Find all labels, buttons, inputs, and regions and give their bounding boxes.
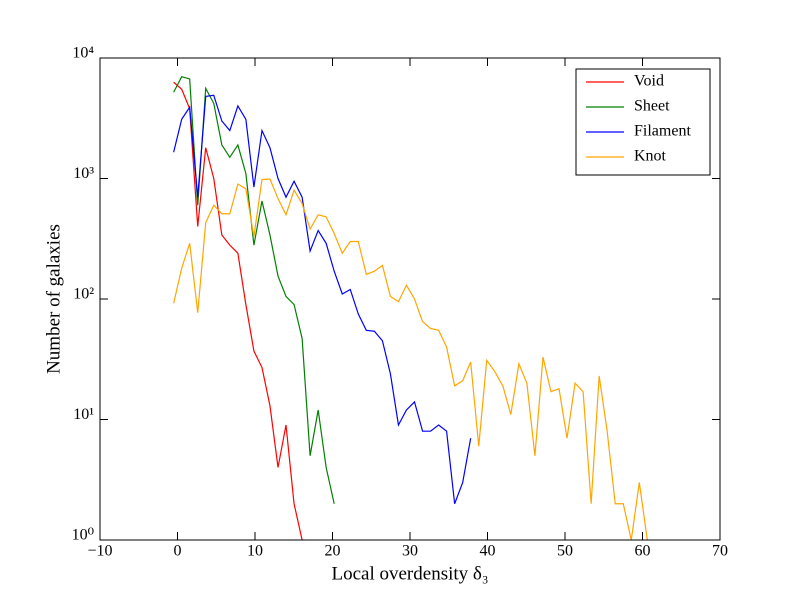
x-tick-label: 30: [402, 543, 418, 560]
plot-lines: [173, 75, 648, 540]
series-line: [173, 94, 472, 504]
x-tick-label: 60: [635, 543, 651, 560]
x-tick-label: 10: [247, 543, 263, 560]
legend-label: Sheet: [634, 98, 670, 115]
y-tick-label: 10³: [73, 165, 94, 182]
legend-label: Knot: [634, 148, 667, 165]
x-tick-label: 70: [712, 543, 728, 560]
legend-label: Filament: [634, 123, 691, 140]
y-tick-label: 10⁰: [72, 527, 94, 544]
y-tick-label: 10²: [73, 286, 94, 303]
x-tick-label: −10: [87, 543, 112, 560]
x-tick-label: 40: [480, 543, 496, 560]
x-axis-label: Local overdensity δ₃: [332, 563, 489, 584]
x-tick-label: 20: [325, 543, 341, 560]
legend-label: Void: [634, 73, 664, 90]
y-tick-label: 10⁴: [72, 45, 94, 62]
x-tick-label: 0: [174, 543, 182, 560]
y-tick-label: 10¹: [73, 406, 94, 423]
series-line: [173, 178, 648, 540]
y-axis-label: Number of galaxies: [43, 224, 64, 374]
x-tick-label: 50: [557, 543, 573, 560]
series-line: [173, 81, 303, 540]
